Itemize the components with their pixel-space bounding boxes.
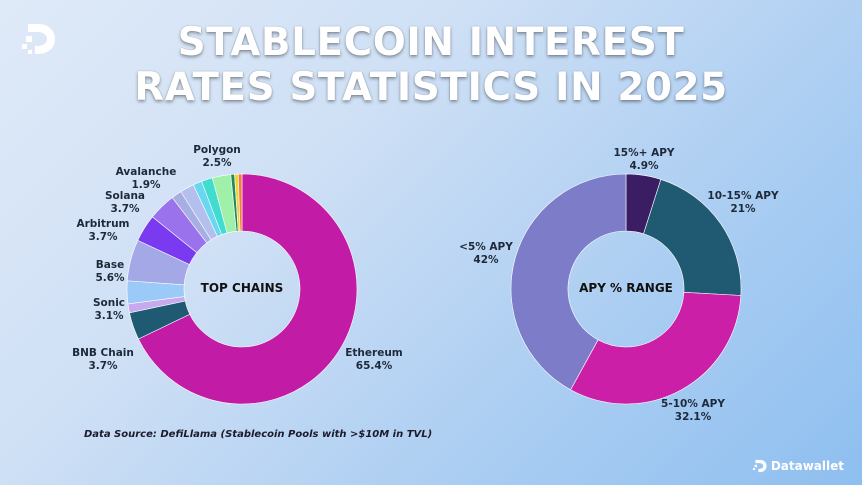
top-chains-slice-other-14 [237, 173, 243, 232]
apy-range-slice-5-apy [510, 173, 627, 391]
page-title-line-1: STABLECOIN INTEREST [177, 20, 685, 65]
apy-range-slice-5-10-apy [570, 291, 742, 405]
top-chains-label-bnb-chain: BNB Chain 3.7% [72, 347, 134, 372]
brand-name: Datawallet [770, 459, 844, 473]
apy-range-donut: 15%+ APY 4.9% 10-15% APY 21% 5-10% APY 32.1% <… [459, 147, 779, 423]
top-chains-label-avalanche: Avalanche 1.9% [116, 166, 177, 191]
top-chains-label-base: Base 5.6% [95, 259, 125, 284]
top-chains-donut: Ethereum 65.4% BNB Chain 3.7% Sonic 3.1% Base 5… [72, 144, 403, 405]
top-chains-slice-ethereum [138, 173, 358, 405]
brand-footer: Datawallet [752, 459, 844, 473]
datawallet-logo-icon [22, 24, 55, 54]
top-chains-center-label: TOP CHAINS [201, 281, 284, 295]
top-chains-label-sonic: Sonic 3.1% [93, 297, 125, 322]
page-title-line-2: RATES STATISTICS IN 2025 [134, 65, 728, 110]
apy-range-label-10-15-apy: 10-15% APY 21% [707, 190, 779, 215]
top-chains-label-polygon: Polygon 2.5% [193, 144, 241, 169]
apy-range-center-label: APY % RANGE [579, 281, 673, 295]
top-chains-label-arbitrum: Arbitrum 3.7% [76, 218, 129, 243]
data-source-note: Data Source: DefiLlama (Stablecoin Pools… [84, 429, 433, 440]
apy-range-label-5-10-apy: 5-10% APY 32.1% [661, 398, 725, 423]
apy-range-label-5-apy: <5% APY 42% [459, 241, 513, 266]
top-chains-label-solana: Solana 3.7% [105, 190, 145, 215]
apy-range-label-15-apy: 15%+ APY 4.9% [613, 147, 674, 172]
top-chains-label-ethereum: Ethereum 65.4% [345, 347, 403, 372]
datawallet-brand-icon [752, 459, 767, 473]
